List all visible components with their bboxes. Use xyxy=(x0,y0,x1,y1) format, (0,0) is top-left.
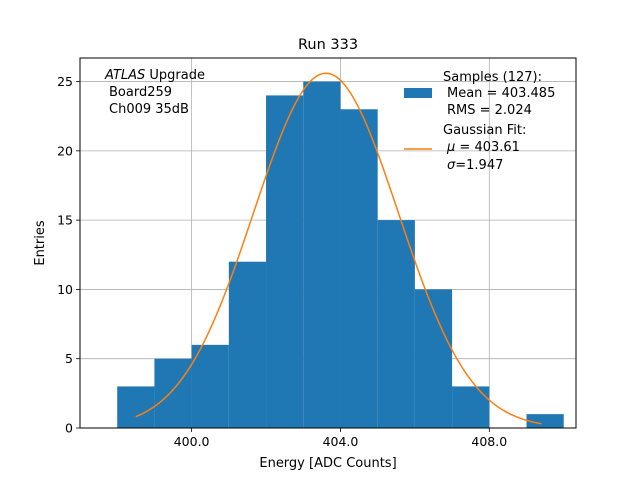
upgrade-label: Upgrade xyxy=(145,68,205,83)
y-tick-label-1: 5 xyxy=(65,351,73,366)
legend-samples-swatch xyxy=(404,88,432,98)
legend-fit-title: Gaussian Fit: xyxy=(443,123,526,138)
x-axis-ticks: 400.0 404.0 408.0 xyxy=(174,428,507,449)
info-annotation: ATLAS Upgrade Board259 Ch009 35dB xyxy=(104,68,205,117)
mu-value: = 403.61 xyxy=(455,140,520,155)
legend-fit-mu: μ = 403.61 xyxy=(446,140,520,155)
y-axis-ticks: 0 5 10 15 20 25 xyxy=(57,74,80,436)
histogram-bar-9 xyxy=(452,386,490,428)
histogram-bars xyxy=(117,81,564,429)
y-tick-label-3: 15 xyxy=(57,213,73,228)
x-tick-label-2: 408.0 xyxy=(471,434,507,449)
x-tick-label-1: 404.0 xyxy=(323,434,359,449)
gaussian-fit-line xyxy=(135,72,542,425)
annotation-line-1: ATLAS Upgrade xyxy=(104,68,205,83)
histogram-bar-0 xyxy=(117,386,155,428)
sigma-symbol: σ xyxy=(447,158,456,173)
histogram-bar-4 xyxy=(266,95,304,428)
x-tick-label-0: 400.0 xyxy=(174,434,210,449)
chart-title: Run 333 xyxy=(298,37,358,53)
histogram-bar-7 xyxy=(377,220,415,428)
histogram-bar-6 xyxy=(340,109,378,428)
legend-samples-title: Samples (127): xyxy=(443,70,542,85)
y-tick-label-0: 0 xyxy=(65,421,73,436)
legend: Samples (127): Mean = 403.485 RMS = 2.02… xyxy=(404,70,555,173)
mu-symbol: μ xyxy=(446,140,455,155)
histogram-bar-3 xyxy=(228,261,267,428)
sigma-value: =1.947 xyxy=(455,158,503,173)
y-tick-label-5: 25 xyxy=(57,74,73,89)
annotation-line-3: Ch009 35dB xyxy=(109,102,189,117)
plot-frame xyxy=(79,57,577,429)
histogram-bar-8 xyxy=(414,289,453,428)
y-tick-label-4: 20 xyxy=(57,143,73,158)
legend-samples-rms: RMS = 2.024 xyxy=(447,103,532,118)
histogram-bar-5 xyxy=(303,81,341,429)
histogram-bar-1 xyxy=(154,358,192,428)
y-axis-label: Entries xyxy=(33,220,48,266)
histogram-bar-11 xyxy=(526,414,564,428)
legend-fit-sigma: σ=1.947 xyxy=(447,158,503,173)
legend-samples-mean: Mean = 403.485 xyxy=(447,86,555,101)
histogram-bar-2 xyxy=(191,344,229,428)
gaussian-fit xyxy=(135,72,542,425)
annotation-line-2: Board259 xyxy=(109,85,172,100)
y-tick-label-2: 10 xyxy=(57,282,73,297)
atlas-label: ATLAS xyxy=(104,68,145,83)
x-axis-label: Energy [ADC Counts] xyxy=(259,456,396,471)
